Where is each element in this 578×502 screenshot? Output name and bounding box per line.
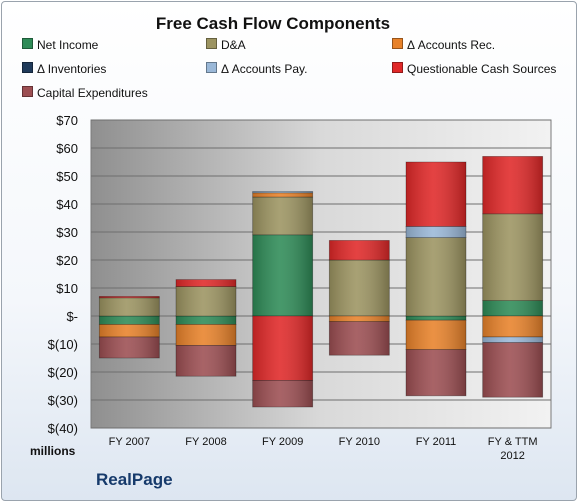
legend-swatch [22, 38, 33, 49]
legend-label: Questionable Cash Sources [407, 62, 557, 76]
bar-segment-shade [329, 240, 390, 260]
legend-label: Δ Accounts Pay. [221, 62, 308, 76]
bar-segment-shade [176, 286, 236, 316]
bar-segment-shade [252, 192, 313, 197]
chart-title: Free Cash Flow Components [155, 14, 391, 33]
bar-segment-shade [482, 316, 543, 337]
bar-segment-shade [482, 156, 543, 214]
bar-segment-shade [482, 342, 543, 398]
bar-segment-shade [329, 316, 390, 322]
bar-segment-shade [329, 260, 390, 316]
bar-segment-shade [406, 316, 466, 321]
x-tick-label: FY & TTM 2012 [488, 436, 538, 462]
y-tick-label: $20 [56, 253, 78, 268]
legend-swatch [392, 38, 403, 49]
bar-segment-shade [99, 316, 160, 325]
legend-item: Δ Accounts Rec. [392, 38, 495, 52]
legend-item: Net Income [22, 38, 98, 52]
legend-swatch [22, 62, 33, 73]
legend-swatch [392, 62, 403, 73]
y-tick-label: $60 [56, 141, 78, 156]
y-axis-unit-label: millions [30, 444, 76, 458]
bar-segment-shade [176, 279, 236, 287]
bar-segment-shade [99, 297, 160, 316]
y-tick-label: $(30) [48, 393, 78, 408]
y-tick-label: $70 [56, 113, 78, 128]
bar-segment-shade [406, 162, 466, 227]
plot-area [90, 119, 552, 429]
x-tick-label: FY 2010 [339, 436, 380, 448]
y-tick-label: $30 [56, 225, 78, 240]
legend-item: D&A [206, 38, 246, 52]
bar-segment-shade [252, 191, 313, 193]
y-tick-label: $50 [56, 169, 78, 184]
bar-segment-shade [176, 345, 236, 377]
legend-swatch [206, 38, 217, 49]
bar-segment-shade [99, 337, 160, 358]
y-tick-label: $(10) [48, 337, 78, 352]
bar-segment-shade [99, 296, 160, 298]
legend-item: Δ Accounts Pay. [206, 62, 308, 76]
company-name: RealPage [96, 470, 173, 489]
bar-segment-shade [482, 337, 543, 343]
bar-segment-shade [252, 316, 313, 381]
bar-segment-shade [252, 380, 313, 407]
bar-segment-shade [482, 213, 543, 301]
bar-segment-shade [406, 349, 466, 396]
bar-segment-shade [406, 320, 466, 350]
bar-segment-shade [252, 234, 313, 316]
legend-item: Δ Inventories [22, 62, 106, 76]
y-tick-label: $(20) [48, 365, 78, 380]
legend-item: Questionable Cash Sources [392, 62, 556, 76]
bar-segment-shade [176, 324, 236, 346]
x-tick-label: FY 2009 [262, 436, 303, 448]
x-tick-label: FY 2007 [109, 436, 150, 448]
legend-swatch [22, 86, 33, 97]
x-tick-label: FY 2011 [416, 436, 457, 448]
legend-swatch [206, 62, 217, 73]
bar-segment-shade [329, 321, 390, 356]
legend-label: D&A [221, 38, 246, 52]
y-tick-label: $10 [56, 281, 78, 296]
legend-item: Capital Expenditures [22, 86, 148, 100]
bar-segment-shade [406, 237, 466, 316]
legend-label: Δ Inventories [37, 62, 107, 76]
y-tick-label: $(40) [48, 421, 78, 436]
x-tick-label: FY 2008 [185, 436, 226, 448]
legend-label: Capital Expenditures [37, 86, 148, 100]
bar-segment-shade [406, 226, 466, 238]
bar-segment-shade [252, 197, 313, 235]
bar-segment-shade [482, 300, 543, 316]
legend-label: Δ Accounts Rec. [407, 38, 496, 52]
legend-label: Net Income [37, 38, 99, 52]
y-tick-label: $- [66, 309, 78, 324]
bar-segment-shade [176, 316, 236, 325]
y-tick-label: $40 [56, 197, 78, 212]
bar-segment-shade [99, 324, 160, 337]
